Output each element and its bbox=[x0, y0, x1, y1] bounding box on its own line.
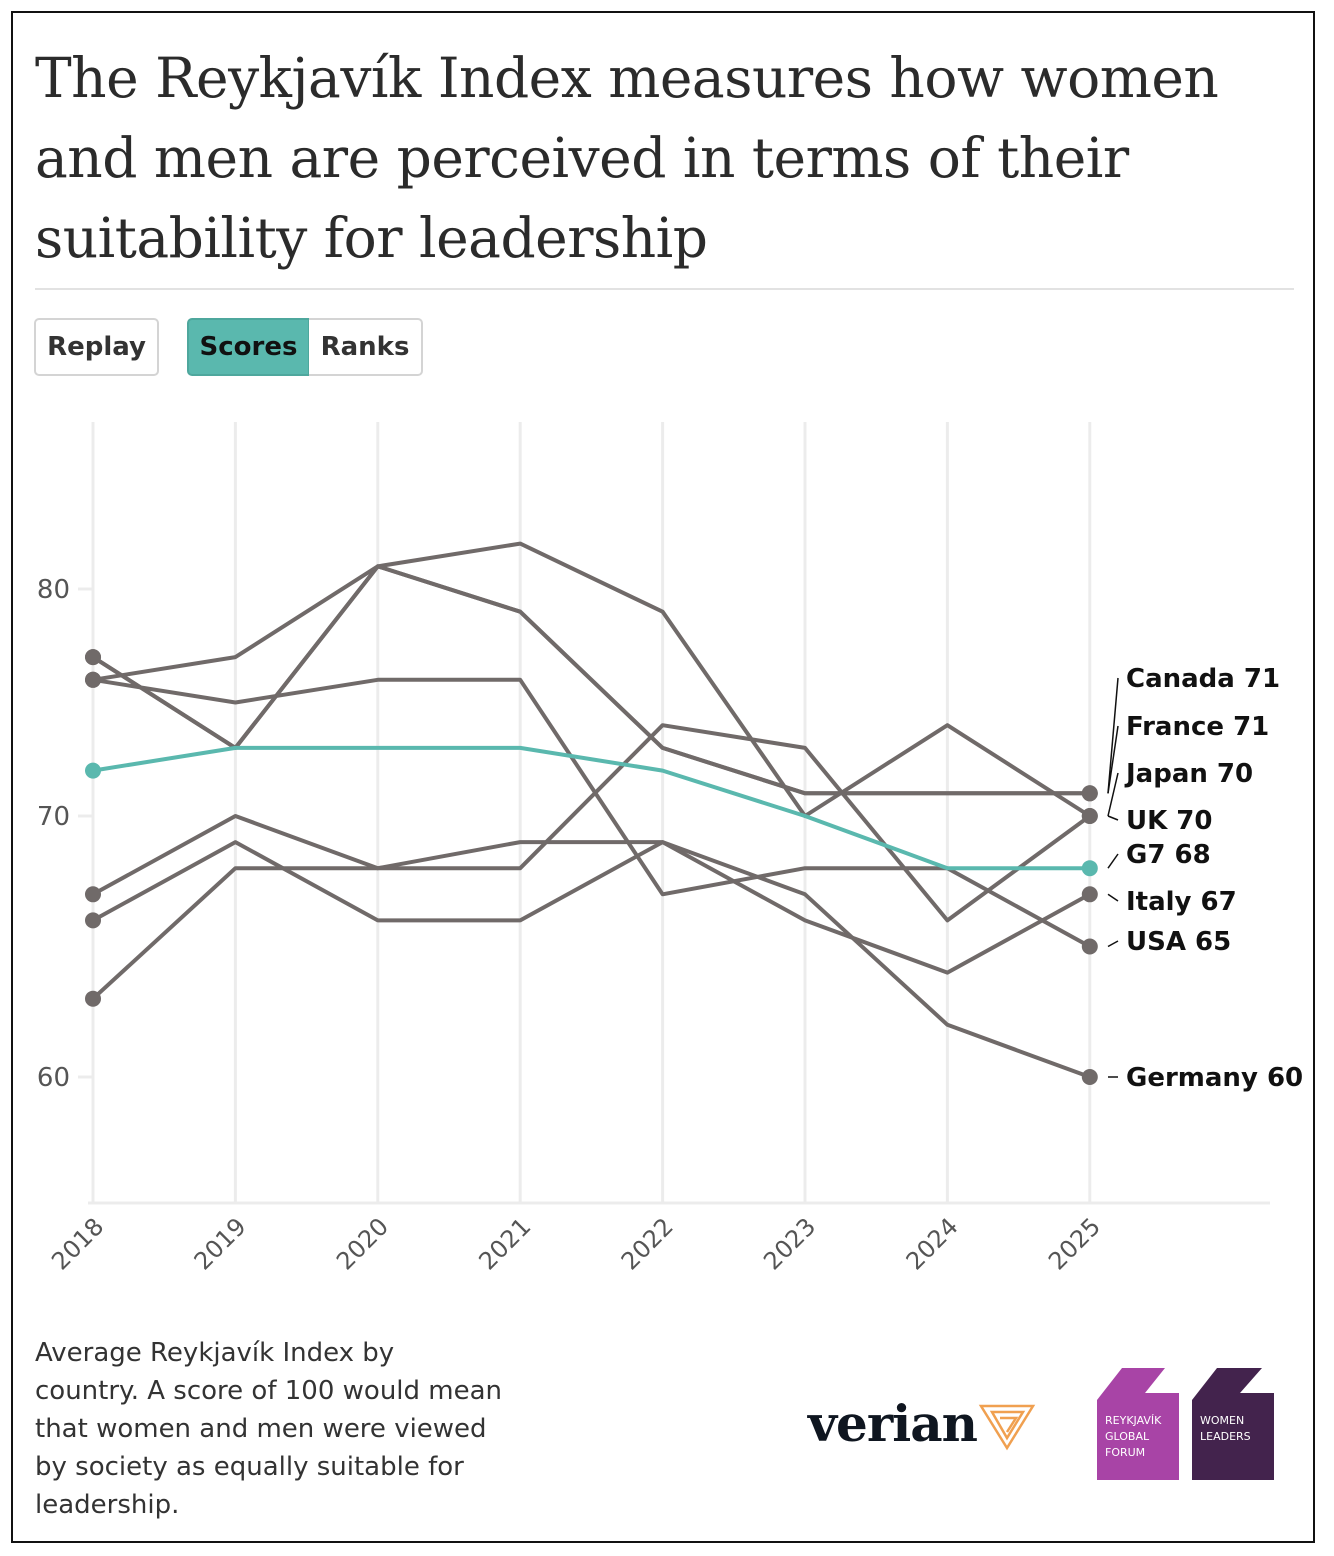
series-line-germany bbox=[92, 814, 1091, 1079]
x-tick-label: 2021 bbox=[473, 1212, 536, 1275]
start-point-germany bbox=[85, 886, 101, 903]
x-tick-label: 2024 bbox=[901, 1212, 964, 1275]
series-line-uk bbox=[91, 723, 1091, 1001]
end-point-italy bbox=[1081, 886, 1098, 903]
verian-triangle-icon bbox=[978, 1404, 1036, 1451]
series-label-germany: Germany 60 bbox=[1126, 1063, 1303, 1093]
series-line-france bbox=[91, 564, 1090, 796]
tab-scores[interactable]: Scores bbox=[187, 318, 310, 376]
start-point-g7 bbox=[85, 762, 101, 779]
x-tick-label: 2022 bbox=[616, 1212, 679, 1275]
label-leader-line bbox=[1107, 677, 1119, 794]
series-line-japan bbox=[92, 541, 1091, 818]
x-tick-label: 2020 bbox=[331, 1212, 394, 1275]
title-divider bbox=[35, 288, 1294, 290]
start-point-france bbox=[85, 649, 101, 666]
wl-line: LEADERS bbox=[1200, 1430, 1251, 1443]
x-tick-label: 2018 bbox=[46, 1212, 109, 1275]
label-leader-line bbox=[1107, 725, 1119, 794]
series-line-italy bbox=[92, 840, 1091, 975]
tab-ranks[interactable]: Ranks bbox=[309, 318, 423, 376]
y-tick-label: 80 bbox=[37, 575, 70, 605]
series-label-uk: UK 70 bbox=[1126, 806, 1213, 836]
rgf-line: REYKJAVÍK bbox=[1105, 1414, 1162, 1427]
chart-title: The Reykjavík Index measures how women a… bbox=[35, 46, 1219, 270]
chart-caption: Average Reykjavík Index by country. A sc… bbox=[35, 1338, 503, 1520]
end-point-uk bbox=[1081, 808, 1098, 824]
verian-wordmark: verian bbox=[808, 1394, 978, 1453]
x-tick-label: 2023 bbox=[758, 1212, 821, 1275]
end-point-germany bbox=[1081, 1069, 1098, 1085]
start-point-uk bbox=[85, 990, 101, 1007]
replay-button[interactable]: Replay bbox=[34, 318, 159, 376]
x-tick-label: 2025 bbox=[1043, 1212, 1106, 1275]
chart-frame bbox=[11, 11, 1315, 1543]
end-point-usa bbox=[1081, 938, 1098, 955]
series-label-canada: Canada 71 bbox=[1126, 664, 1280, 694]
verian-logo: verian bbox=[808, 1394, 978, 1453]
label-leader-line bbox=[1107, 940, 1119, 948]
series-label-france: France 71 bbox=[1126, 712, 1269, 742]
series-line-g7 bbox=[92, 745, 1090, 871]
reykjavik-global-forum-logo: REYKJAVÍK GLOBAL FORUM bbox=[1097, 1365, 1181, 1480]
end-point-france bbox=[1081, 785, 1098, 802]
women-leaders-logo: WOMEN LEADERS bbox=[1192, 1365, 1276, 1480]
label-leader-line bbox=[1107, 853, 1119, 869]
series-label-g7: G7 68 bbox=[1126, 840, 1211, 870]
y-tick-label: 60 bbox=[37, 1063, 70, 1093]
y-tick-label: 70 bbox=[37, 802, 70, 832]
series-label-usa: USA 65 bbox=[1126, 927, 1231, 957]
label-leader-line bbox=[1107, 772, 1119, 817]
series-label-japan: Japan 70 bbox=[1124, 759, 1253, 789]
series-line-usa bbox=[92, 677, 1091, 949]
wl-line: WOMEN bbox=[1200, 1414, 1245, 1427]
start-point-italy bbox=[85, 912, 101, 929]
end-point-g7 bbox=[1081, 860, 1098, 877]
series-label-italy: Italy 67 bbox=[1126, 887, 1237, 917]
label-leader-line bbox=[1107, 815, 1119, 821]
rgf-line: FORUM bbox=[1105, 1446, 1146, 1459]
x-tick-label: 2019 bbox=[189, 1212, 252, 1275]
label-leader-line bbox=[1107, 893, 1119, 902]
start-point-usa bbox=[85, 671, 101, 688]
rgf-line: GLOBAL bbox=[1105, 1430, 1150, 1443]
